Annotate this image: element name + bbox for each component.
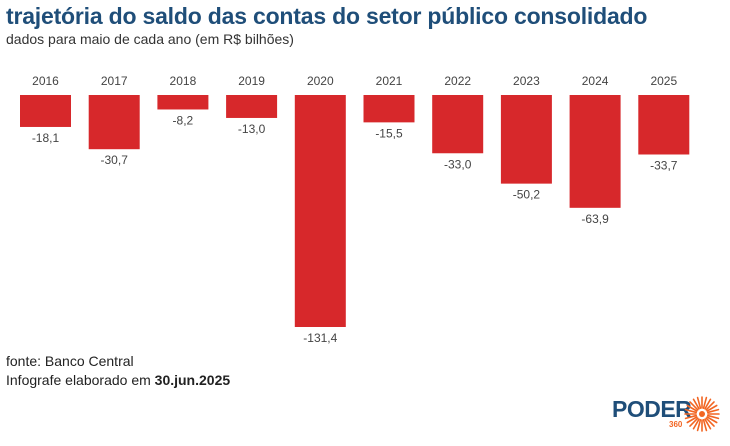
bar: [569, 95, 621, 208]
x-tick-label: 2019: [238, 74, 265, 88]
data-label: -13,0: [238, 122, 266, 136]
bar: [500, 95, 552, 184]
x-tick-label: 2025: [650, 74, 677, 88]
data-label: -131,4: [303, 331, 337, 345]
x-tick-label: 2016: [32, 74, 59, 88]
bar-chart: 2016 -18,1 2017 -30,7 2018 -8,2 2019 -13,0 2020 -…: [20, 74, 690, 345]
source-line: fonte: Banco Central: [6, 353, 134, 369]
data-label: -33,0: [444, 157, 472, 171]
sun-icon: [684, 396, 720, 432]
x-tick-label: 2021: [376, 74, 403, 88]
x-tick-label: 2023: [513, 74, 540, 88]
x-tick-label: 2017: [101, 74, 128, 88]
data-label: -15,5: [375, 126, 403, 140]
chart-title: trajetória do saldo das contas do setor …: [6, 3, 648, 29]
bar: [226, 95, 278, 118]
data-label: -63,9: [581, 212, 609, 226]
bar: [363, 95, 415, 123]
x-tick-label: 2020: [307, 74, 334, 88]
data-label: -30,7: [101, 153, 129, 167]
logo-wordmark: PODER: [612, 396, 692, 422]
data-label: -33,7: [650, 159, 678, 173]
bar: [88, 95, 140, 150]
logo-number: 360: [669, 420, 683, 429]
credit-date: 30.jun.2025: [154, 372, 231, 388]
credit-line: Infografe elaborado em 30.jun.2025: [6, 371, 230, 390]
chart-subtitle: dados para maio de cada ano (em R$ bilhõ…: [6, 31, 294, 47]
credit-prefix: Infografe elaborado em: [6, 372, 155, 388]
bar: [638, 95, 690, 155]
bar: [20, 95, 71, 127]
data-label: -50,2: [513, 188, 541, 202]
data-label: -8,2: [173, 113, 194, 127]
bar: [432, 95, 484, 154]
x-tick-label: 2022: [444, 74, 471, 88]
x-tick-label: 2018: [170, 74, 197, 88]
x-tick-label: 2024: [582, 74, 609, 88]
bar: [157, 95, 209, 110]
data-label: -18,1: [32, 131, 60, 145]
bar: [294, 95, 346, 327]
poder360-logo[interactable]: PODER 360: [612, 394, 722, 434]
source-note: fonte: Banco Central Infografe elaborado…: [6, 352, 230, 390]
